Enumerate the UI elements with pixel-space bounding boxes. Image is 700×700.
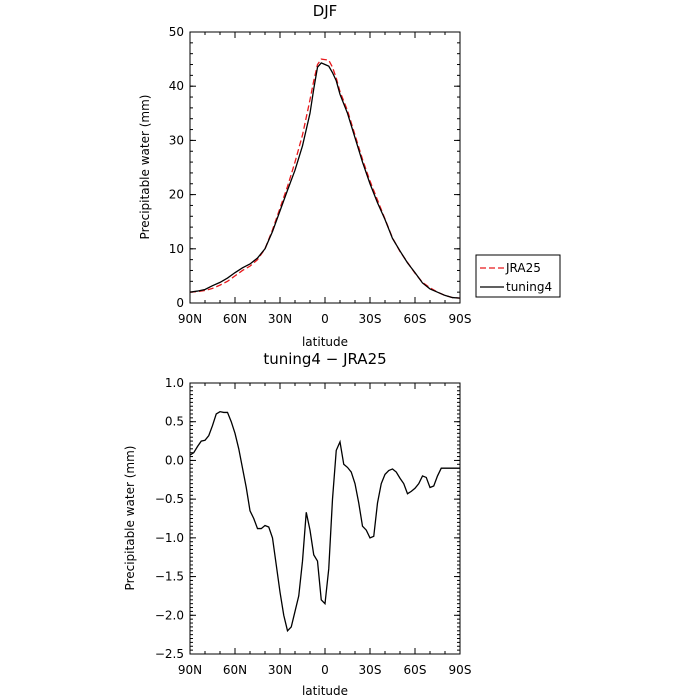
bottom-panel-title: tuning4 − JRA25 xyxy=(263,350,386,368)
top-x-tick-label: 60S xyxy=(404,312,427,326)
top-x-tick-label: 90S xyxy=(449,312,472,326)
bottom-x-tick-label: 90N xyxy=(178,663,202,677)
bottom-y-tick-label: 1.0 xyxy=(165,376,184,390)
top-y-tick-label: 20 xyxy=(169,188,184,202)
bottom-series-group xyxy=(189,410,460,633)
top-x-tick-label: 0 xyxy=(321,312,329,326)
bottom-x-tick-label: 90S xyxy=(449,663,472,677)
top-axis-ticks: 90N 60N 30N 0 30S 60S 90S 0 10 20 30 40 50 xyxy=(169,25,472,326)
bottom-x-tick-label: 60S xyxy=(404,663,427,677)
bottom-y-tick-label: −2.5 xyxy=(155,647,184,661)
top-plot-frame xyxy=(189,31,461,304)
bottom-y-tick-label: −1.5 xyxy=(155,570,184,584)
top-panel: DJF 90N 60N 30N 0 30S 60S 90S 0 10 20 30 40 50 latit… xyxy=(138,2,561,349)
bottom-x-tick-label: 30S xyxy=(359,663,382,677)
bottom-x-axis-label: latitude xyxy=(302,684,348,698)
bottom-y-tick-label: −2.0 xyxy=(155,608,184,622)
top-x-tick-label: 30S xyxy=(359,312,382,326)
bottom-y-tick-label: 0.0 xyxy=(165,453,184,467)
bottom-y-tick-label: 0.5 xyxy=(165,415,184,429)
top-x-tick-label: 60N xyxy=(223,312,247,326)
top-y-tick-label: 10 xyxy=(169,242,184,256)
bottom-axis-ticks: 90N 60N 30N 0 30S 60S 90S 1.0 0.5 0.0 −0.5 −1.0 −1.5… xyxy=(155,376,472,677)
bottom-series-line-difference xyxy=(189,410,460,633)
bottom-plot-frame xyxy=(189,382,461,655)
top-y-tick-label: 0 xyxy=(176,296,184,310)
bottom-panel: tuning4 − JRA25 90N 60N 30N 0 30S 60S 90S 1.0 0.… xyxy=(123,350,471,698)
bottom-y-tick-label: −0.5 xyxy=(155,492,184,506)
top-y-tick-label: 30 xyxy=(169,133,184,147)
top-series-line-jra25 xyxy=(189,58,461,299)
top-series-group xyxy=(189,58,461,299)
top-x-axis-label: latitude xyxy=(302,335,348,349)
bottom-x-tick-label: 0 xyxy=(321,663,329,677)
top-y-tick-label: 50 xyxy=(169,25,184,39)
legend: JRA25 tuning4 xyxy=(475,254,561,298)
top-panel-title: DJF xyxy=(313,2,338,20)
bottom-y-axis-label: Precipitable water (mm) xyxy=(123,446,137,591)
top-x-tick-label: 30N xyxy=(268,312,292,326)
legend-box xyxy=(475,254,561,298)
legend-label-jra25: JRA25 xyxy=(505,261,541,275)
top-series-line-tuning4 xyxy=(189,62,461,299)
bottom-y-tick-label: −1.0 xyxy=(155,531,184,545)
top-y-axis-label: Precipitable water (mm) xyxy=(138,95,152,240)
top-y-tick-label: 40 xyxy=(169,79,184,93)
top-x-tick-label: 90N xyxy=(178,312,202,326)
bottom-x-tick-label: 30N xyxy=(268,663,292,677)
legend-label-tuning4: tuning4 xyxy=(506,280,552,294)
bottom-x-tick-label: 60N xyxy=(223,663,247,677)
